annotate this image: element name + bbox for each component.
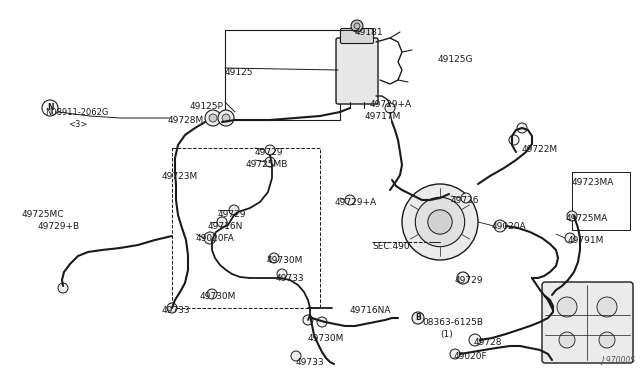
Circle shape	[599, 332, 615, 348]
Circle shape	[265, 157, 275, 167]
Text: 49716N: 49716N	[208, 222, 243, 231]
Bar	[572, 172, 630, 230]
Circle shape	[207, 289, 217, 299]
Text: 49729: 49729	[455, 276, 483, 285]
Text: N: N	[47, 103, 53, 112]
Circle shape	[402, 184, 478, 260]
Circle shape	[450, 349, 460, 359]
Circle shape	[567, 211, 577, 221]
Text: 49733: 49733	[162, 306, 191, 315]
Circle shape	[494, 220, 506, 232]
Circle shape	[291, 351, 301, 361]
Circle shape	[303, 315, 313, 325]
Circle shape	[415, 197, 465, 247]
Circle shape	[509, 135, 519, 145]
Circle shape	[354, 23, 360, 29]
Circle shape	[222, 114, 230, 122]
Text: 49733: 49733	[296, 358, 324, 367]
Circle shape	[351, 20, 363, 32]
Text: 49125P: 49125P	[190, 102, 224, 111]
Text: 49730M: 49730M	[267, 256, 303, 265]
FancyBboxPatch shape	[336, 38, 378, 104]
Text: 49791M: 49791M	[568, 236, 604, 245]
Text: B: B	[415, 314, 421, 323]
Text: 49716NA: 49716NA	[350, 306, 392, 315]
Text: 49723MA: 49723MA	[572, 178, 614, 187]
Text: 49730M: 49730M	[200, 292, 236, 301]
Circle shape	[597, 297, 617, 317]
Text: 49125G: 49125G	[438, 55, 474, 64]
Text: 49722M: 49722M	[522, 145, 558, 154]
Text: 49723M: 49723M	[162, 172, 198, 181]
Text: N08911-2062G: N08911-2062G	[45, 108, 108, 117]
Circle shape	[557, 297, 577, 317]
Text: 49125: 49125	[225, 68, 253, 77]
Circle shape	[229, 205, 239, 215]
Text: 49729+B: 49729+B	[38, 222, 80, 231]
Bar	[172, 148, 320, 308]
Circle shape	[269, 253, 279, 263]
Text: 49020F: 49020F	[454, 352, 488, 361]
Circle shape	[469, 334, 481, 346]
Text: 49728: 49728	[474, 338, 502, 347]
Text: 49181: 49181	[355, 28, 383, 37]
Circle shape	[517, 123, 527, 133]
Circle shape	[457, 272, 469, 284]
Circle shape	[277, 269, 287, 279]
Circle shape	[217, 217, 227, 227]
Circle shape	[167, 303, 177, 313]
Text: 49725MA: 49725MA	[566, 214, 609, 223]
Circle shape	[265, 145, 275, 155]
Circle shape	[345, 195, 355, 205]
Circle shape	[412, 312, 424, 324]
Text: 49726: 49726	[451, 196, 479, 205]
Circle shape	[317, 317, 327, 327]
Circle shape	[385, 103, 395, 113]
Circle shape	[461, 193, 471, 203]
Text: 49728M: 49728M	[168, 116, 204, 125]
Circle shape	[218, 110, 234, 126]
Circle shape	[559, 332, 575, 348]
Text: 49729: 49729	[255, 148, 284, 157]
Circle shape	[565, 233, 575, 243]
Text: 49020FA: 49020FA	[196, 234, 235, 243]
Text: 49725MC: 49725MC	[22, 210, 65, 219]
Text: 49729+A: 49729+A	[370, 100, 412, 109]
Text: SEC.490: SEC.490	[372, 242, 410, 251]
Text: (1): (1)	[440, 330, 452, 339]
Text: 49729+A: 49729+A	[335, 198, 377, 207]
Bar	[225, 30, 340, 120]
Circle shape	[58, 283, 68, 293]
Text: 49717M: 49717M	[365, 112, 401, 121]
Text: 49725MB: 49725MB	[246, 160, 289, 169]
Text: 49730M: 49730M	[308, 334, 344, 343]
Text: 49733: 49733	[276, 274, 305, 283]
Text: 49729: 49729	[218, 210, 246, 219]
Text: 49020A: 49020A	[492, 222, 527, 231]
Circle shape	[428, 210, 452, 234]
FancyBboxPatch shape	[542, 282, 633, 363]
Text: <3>: <3>	[68, 120, 88, 129]
Text: 08363-6125B: 08363-6125B	[422, 318, 483, 327]
FancyBboxPatch shape	[340, 29, 374, 44]
Circle shape	[209, 114, 217, 122]
Circle shape	[205, 110, 221, 126]
Text: J:97000S: J:97000S	[601, 356, 635, 365]
Circle shape	[204, 232, 216, 244]
